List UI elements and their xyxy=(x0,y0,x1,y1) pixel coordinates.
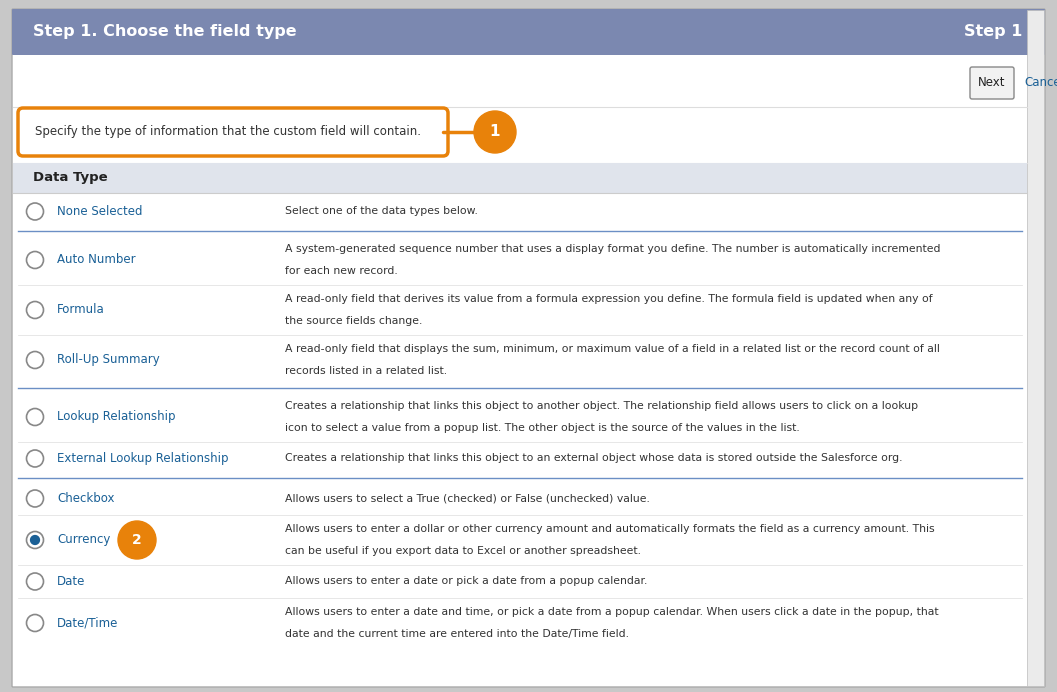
Text: None Selected: None Selected xyxy=(57,205,143,218)
Text: Creates a relationship that links this object to another object. The relationshi: Creates a relationship that links this o… xyxy=(285,401,919,411)
Circle shape xyxy=(26,531,43,549)
Text: Date: Date xyxy=(57,575,86,588)
Text: Roll-Up Summary: Roll-Up Summary xyxy=(57,354,160,367)
Text: Allows users to select a True (checked) or False (unchecked) value.: Allows users to select a True (checked) … xyxy=(285,493,650,504)
Circle shape xyxy=(26,450,43,467)
Circle shape xyxy=(26,573,43,590)
Text: Date/Time: Date/Time xyxy=(57,617,118,630)
Circle shape xyxy=(31,536,39,545)
FancyBboxPatch shape xyxy=(12,9,1045,687)
Text: Select one of the data types below.: Select one of the data types below. xyxy=(285,206,478,217)
Text: Data Type: Data Type xyxy=(33,172,108,185)
Text: Allows users to enter a date and time, or pick a date from a popup calendar. Whe: Allows users to enter a date and time, o… xyxy=(285,607,939,617)
Text: Cancel: Cancel xyxy=(1024,77,1057,89)
Text: Next: Next xyxy=(978,77,1006,89)
FancyBboxPatch shape xyxy=(970,67,1014,99)
Bar xyxy=(13,34,1044,54)
Text: Auto Number: Auto Number xyxy=(57,253,135,266)
Text: Creates a relationship that links this object to an external object whose data i: Creates a relationship that links this o… xyxy=(285,453,903,464)
Text: A system-generated sequence number that uses a display format you define. The nu: A system-generated sequence number that … xyxy=(285,244,941,254)
Text: icon to select a value from a popup list. The other object is the source of the : icon to select a value from a popup list… xyxy=(285,423,800,433)
FancyBboxPatch shape xyxy=(18,108,448,156)
Bar xyxy=(13,163,1027,193)
Circle shape xyxy=(26,614,43,632)
Text: Allows users to enter a dollar or other currency amount and automatically format: Allows users to enter a dollar or other … xyxy=(285,524,934,534)
Text: A read-only field that derives its value from a formula expression you define. T: A read-only field that derives its value… xyxy=(285,294,932,304)
FancyBboxPatch shape xyxy=(12,9,1045,55)
Circle shape xyxy=(26,203,43,220)
Circle shape xyxy=(474,111,516,153)
Circle shape xyxy=(26,352,43,369)
Circle shape xyxy=(118,521,156,559)
Text: Formula: Formula xyxy=(57,304,105,316)
Text: 1: 1 xyxy=(489,125,500,140)
Text: Currency: Currency xyxy=(57,534,110,547)
Text: for each new record.: for each new record. xyxy=(285,266,397,276)
Text: Step 1: Step 1 xyxy=(964,24,1022,39)
Text: Checkbox: Checkbox xyxy=(57,492,114,505)
Text: Step 1. Choose the field type: Step 1. Choose the field type xyxy=(33,24,297,39)
Text: the source fields change.: the source fields change. xyxy=(285,316,423,326)
Text: date and the current time are entered into the Date/Time field.: date and the current time are entered in… xyxy=(285,629,629,639)
Text: 2: 2 xyxy=(132,533,142,547)
Text: can be useful if you export data to Excel or another spreadsheet.: can be useful if you export data to Exce… xyxy=(285,546,641,556)
Circle shape xyxy=(26,408,43,426)
Text: External Lookup Relationship: External Lookup Relationship xyxy=(57,452,228,465)
Bar xyxy=(1027,10,1044,686)
Circle shape xyxy=(26,302,43,318)
Text: Lookup Relationship: Lookup Relationship xyxy=(57,410,175,424)
Text: A read-only field that displays the sum, minimum, or maximum value of a field in: A read-only field that displays the sum,… xyxy=(285,344,940,354)
Circle shape xyxy=(26,490,43,507)
Text: records listed in a related list.: records listed in a related list. xyxy=(285,366,447,376)
Circle shape xyxy=(26,251,43,268)
Text: Specify the type of information that the custom field will contain.: Specify the type of information that the… xyxy=(35,125,421,138)
Text: Allows users to enter a date or pick a date from a popup calendar.: Allows users to enter a date or pick a d… xyxy=(285,576,647,587)
